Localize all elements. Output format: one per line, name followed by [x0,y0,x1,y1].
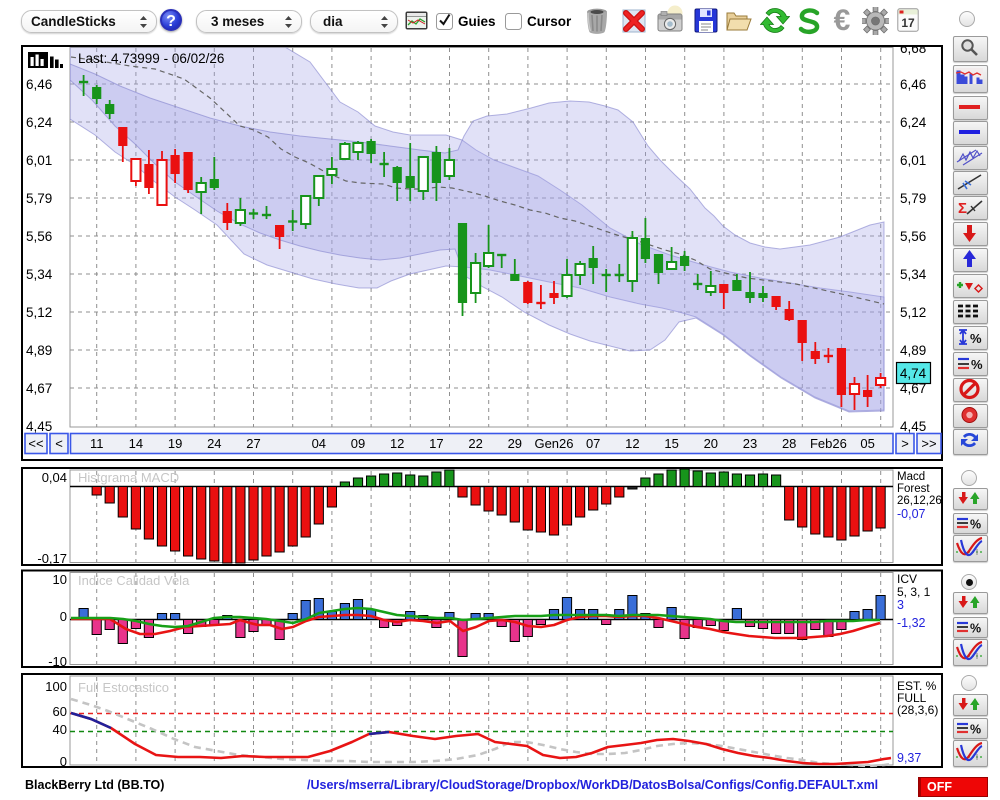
svg-text:4,67: 4,67 [900,381,926,396]
svg-text:4,74: 4,74 [900,366,927,381]
svg-text:Feb26: Feb26 [810,436,847,451]
svg-text:5,56: 5,56 [900,229,926,244]
svg-text:>>: >> [921,436,936,451]
svg-text:15: 15 [664,436,678,451]
svg-text:EST. %: EST. % [897,679,937,693]
svg-text:€: € [834,6,851,34]
svg-text:%: % [971,357,983,372]
svg-text:-1,32: -1,32 [897,616,926,630]
svg-text:12: 12 [390,436,404,451]
svg-text:-0,07: -0,07 [897,507,926,521]
svg-text:>: > [901,436,909,451]
svg-text:0: 0 [60,754,67,769]
svg-text:-0,17: -0,17 [37,551,67,566]
svg-text:Histgrama MACD: Histgrama MACD [78,470,179,485]
svg-text:04: 04 [312,436,326,451]
svg-text:10: 10 [53,572,67,587]
svg-text:Macd: Macd [897,471,925,483]
svg-text:22: 22 [468,436,482,451]
svg-text:40: 40 [53,722,67,737]
svg-text:24: 24 [207,436,221,451]
svg-text:ICV: ICV [897,572,917,586]
svg-text:28: 28 [782,436,796,451]
svg-text:%: % [970,723,981,737]
svg-text:5,79: 5,79 [26,191,52,206]
svg-text:20: 20 [704,436,718,451]
svg-text:FULL: FULL [897,691,927,705]
svg-text:Σ: Σ [958,200,967,217]
svg-text:17: 17 [901,16,915,30]
svg-text:6,24: 6,24 [900,115,927,130]
svg-text:6,01: 6,01 [900,153,926,168]
svg-text:5,12: 5,12 [900,305,926,320]
svg-text:0,04: 0,04 [42,470,67,485]
svg-text:4,89: 4,89 [900,343,926,358]
svg-text:Last: 4.73999 - 06/02/26: Last: 4.73999 - 06/02/26 [78,51,224,66]
svg-text:27: 27 [246,436,260,451]
svg-text:9,37: 9,37 [897,751,921,765]
svg-text:6,46: 6,46 [900,77,926,92]
svg-text:-10: -10 [48,654,67,669]
svg-text:11: 11 [90,436,104,451]
svg-text:Forest: Forest [897,483,930,495]
svg-text:6,01: 6,01 [26,153,52,168]
svg-text:0: 0 [60,609,67,624]
svg-text:5,12: 5,12 [26,305,52,320]
svg-text:5,79: 5,79 [900,191,926,206]
svg-text:<: < [55,436,63,451]
svg-text:09: 09 [351,436,365,451]
svg-text:3: 3 [897,598,904,612]
svg-text:19: 19 [168,436,182,451]
svg-text:5,34: 5,34 [900,267,927,282]
svg-text:12: 12 [625,436,639,451]
svg-text:%: % [970,622,981,636]
svg-text:4,45: 4,45 [26,419,52,434]
svg-text:6,24: 6,24 [26,115,53,130]
svg-text:6,46: 6,46 [26,77,52,92]
svg-text:4,67: 4,67 [26,381,52,396]
svg-text:23: 23 [743,436,757,451]
svg-text:5,56: 5,56 [26,229,52,244]
svg-text:05: 05 [860,436,874,451]
svg-text:(28,3,6): (28,3,6) [897,703,938,717]
svg-text:07: 07 [586,436,600,451]
svg-text:5, 3, 1: 5, 3, 1 [897,585,931,599]
svg-text:4,89: 4,89 [26,343,52,358]
svg-text:4,45: 4,45 [900,419,926,434]
svg-text:Gen26: Gen26 [534,436,573,451]
svg-text:5,34: 5,34 [26,267,53,282]
svg-text:26,12,26: 26,12,26 [897,495,942,507]
svg-text:Indice Calidad Vela: Indice Calidad Vela [78,573,190,588]
svg-text:60: 60 [53,704,67,719]
svg-text:14: 14 [129,436,143,451]
svg-text:%: % [970,331,982,346]
svg-text:Full Estocastico: Full Estocastico [78,680,169,695]
svg-text:17: 17 [429,436,443,451]
svg-text:100: 100 [45,679,67,694]
svg-text:29: 29 [508,436,522,451]
svg-text:<<: << [28,436,43,451]
svg-text:6,68: 6,68 [900,41,926,56]
svg-text:%: % [970,518,981,532]
